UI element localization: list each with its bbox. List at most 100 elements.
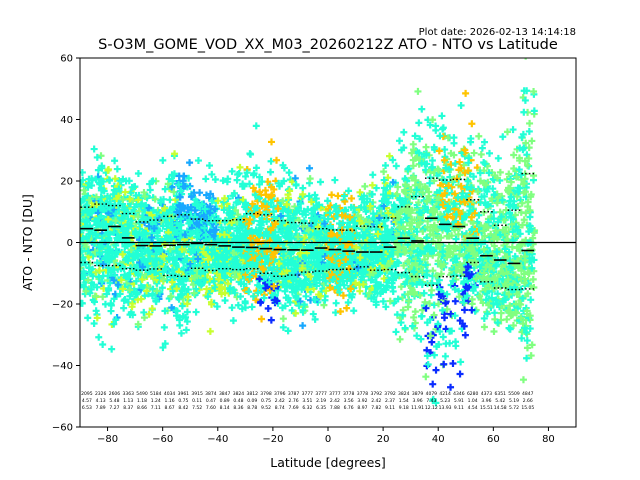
data-point [180,172,188,180]
bin-stat-label: 3824 [233,391,245,397]
data-point [148,272,156,280]
data-point [336,307,344,315]
data-point [264,305,272,313]
data-point [118,263,126,271]
data-point [148,211,156,219]
bin-stat-label: 0.47 [206,398,216,404]
data-point [480,323,488,331]
data-point [328,191,336,199]
data-point [126,286,134,294]
data-point [401,324,409,332]
data-point [110,320,118,328]
data-point [86,230,94,238]
bin-stat-label: 7.52 [192,405,202,411]
data-point [145,255,153,263]
data-point [525,127,533,135]
data-point [139,263,147,271]
data-point [168,183,176,191]
data-point [166,245,174,253]
data-point [316,178,324,186]
data-point [457,358,465,366]
data-point [112,316,120,324]
data-point [145,204,153,212]
data-point [140,308,148,316]
data-point [158,284,166,292]
data-point [149,285,157,293]
data-point [152,250,160,258]
data-point [84,247,92,255]
data-point [422,143,430,151]
data-point [107,307,115,315]
data-point [93,153,101,161]
data-point [177,215,185,223]
data-point [156,227,164,235]
data-point [99,260,107,268]
data-point [528,137,536,145]
data-point [80,226,86,234]
data-point [145,222,153,230]
data-point [80,195,87,203]
data-point [418,105,426,113]
data-point [486,149,494,157]
data-point [111,175,119,183]
bin-stat-label: 1.13 [123,398,133,404]
data-point [104,229,112,237]
data-point [106,177,114,185]
data-point [84,314,92,322]
bin-stat-label: 8.74 [275,405,285,411]
data-point [414,87,422,95]
data-point [96,267,104,275]
data-point [340,192,348,200]
data-point [202,175,210,183]
data-point [494,154,502,162]
data-point [161,204,169,212]
bin-stat-label: 3363 [122,391,134,397]
data-point [108,253,116,261]
bin-stat-label: 0.48 [233,398,243,404]
data-point [160,323,168,331]
data-point [127,246,135,254]
data-point [441,352,449,360]
data-point [523,13,530,20]
data-point [85,268,93,276]
bin-stat-label: 1.16 [165,398,175,404]
data-point [134,213,142,221]
data-point [124,242,132,250]
data-point [141,206,149,214]
data-point [161,253,169,261]
data-point [273,156,281,164]
data-point [97,212,105,220]
data-point [168,278,176,286]
data-point [462,89,470,97]
bin-stat-label: 3812 [246,391,258,397]
data-point [104,209,112,217]
data-point [168,304,176,312]
bin-stat-label: 5490 [136,391,148,397]
data-point [440,360,448,368]
data-point [526,119,534,127]
data-point [159,156,167,164]
bin-stat-label: 1.18 [137,398,147,404]
data-point [92,230,100,238]
bin-stat-label: 4.57 [82,398,92,404]
data-point [99,293,107,301]
data-point [93,221,101,229]
data-point [80,186,88,194]
data-point [447,383,455,391]
data-point [228,304,236,312]
data-point [181,182,189,190]
data-point [112,217,120,225]
data-point [380,168,388,176]
bin-stat-label: 5.48 [109,398,119,404]
data-point [115,185,123,193]
bin-stat-label: 8.42 [178,405,188,411]
data-point [134,320,142,328]
data-point [182,313,190,321]
data-point [98,278,106,286]
data-point [119,175,127,183]
data-point [107,299,115,307]
data-point [361,182,369,190]
data-point [321,296,329,304]
data-point [139,255,147,263]
